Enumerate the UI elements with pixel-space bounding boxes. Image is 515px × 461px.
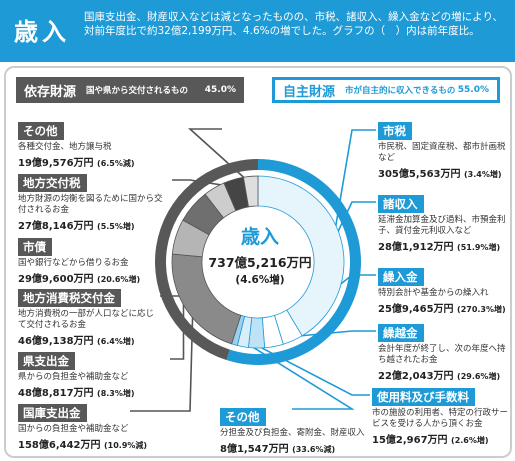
item-desc: 特別会計や基金からの繰入れ xyxy=(378,288,489,298)
item-desc: 延滞金加算金及び過料、市預金利子、貸付金元利収入など xyxy=(378,215,506,236)
item-amount: 19億9,576万円 xyxy=(18,158,94,169)
dependent-revenue-pct: 45.0% xyxy=(204,85,236,95)
item-amount-line: 8億1,547万円 (33.6%減) xyxy=(220,440,370,455)
item-amount-line: 28億1,912万円 (51.9%増) xyxy=(378,238,508,253)
item-amount-line: 29億9,600万円 (20.6%増) xyxy=(18,270,188,285)
group-ring xyxy=(154,159,362,365)
item-amount: 25億9,465万円 xyxy=(378,304,454,315)
page-title: 歳入 xyxy=(14,18,70,46)
callout-local-allocation-tax: 地方交付税 地方財源の均衡を図るために国から交付されるお金 27億8,146万円… xyxy=(18,172,168,232)
item-name: 市税 xyxy=(378,122,412,140)
intro-text: 国庫支出金、財産収入などは減となったものの、市税、諸収入、繰入金などの増により、… xyxy=(84,11,504,37)
callout-national-treasury-disbursements: 国庫支出金 国からの負担金や補助金など 158億6,442万円 (10.9%減) xyxy=(18,402,208,451)
item-amount: 305億5,563万円 xyxy=(378,169,461,180)
connector-city-tax xyxy=(332,129,376,242)
item-change: (20.6%増) xyxy=(97,275,141,284)
item-amount-line: 48億8,817万円 (8.3%増) xyxy=(18,384,188,399)
item-amount-line: 15億2,967万円 (2.6%増) xyxy=(372,431,510,446)
own-revenue-desc: 市が自主的に収入できるもの xyxy=(345,86,456,96)
item-name: その他 xyxy=(18,122,64,140)
item-desc: 各種交付金、地方譲与税 xyxy=(18,142,112,152)
callout-carried-forward: 繰越金 会計年度が終了し、次の年度へ持ち越されたお金 22億2,043万円 (2… xyxy=(378,322,508,382)
callout-transfers-in: 繰入金 特別会計や基金からの繰入れ 25億9,465万円 (270.3%増) xyxy=(378,266,508,315)
callout-miscellaneous-income: 諸収入 延滞金加算金及び過料、市預金利子、貸付金元利収入など 28億1,912万… xyxy=(378,193,508,253)
item-desc: 地方財源の均衡を図るために国から交付されるお金 xyxy=(18,194,163,215)
callout-other-own: その他 分担金及び負担金、寄附金、財産収入 8億1,547万円 (33.6%減) xyxy=(220,406,370,455)
item-desc: 国からの負担金や補助金など xyxy=(18,424,129,434)
item-amount-line: 25億9,465万円 (270.3%増) xyxy=(378,300,508,315)
callout-usage-fees: 使用料及び手数料 市の施設の利用者、特定の行政サービスを受ける人から頂くお金 1… xyxy=(372,386,510,446)
ring-dependent-revenue xyxy=(154,159,258,361)
item-name: 使用料及び手数料 xyxy=(372,388,475,406)
item-name: 繰越金 xyxy=(378,324,424,342)
own-revenue-banner: 自主財源 市が自主的に収入できるもの 55.0% xyxy=(272,77,500,103)
dependent-revenue-banner: 依存財源 国や県から交付されるもの 45.0% xyxy=(16,77,244,103)
item-amount: 22億2,043万円 xyxy=(378,371,454,382)
item-change: (6.5%減) xyxy=(97,159,135,168)
item-desc: 国や銀行などから借りるお金 xyxy=(18,258,129,268)
item-change: (51.9%増) xyxy=(457,243,501,252)
item-amount-line: 46億9,138万円 (6.4%増) xyxy=(18,332,158,347)
center-change: (4.6%増) xyxy=(235,274,285,286)
header-bar: 歳入 国庫支出金、財産収入などは減となったものの、市税、諸収入、繰入金などの増に… xyxy=(0,0,515,62)
item-amount: 27億8,146万円 xyxy=(18,221,94,232)
donut-center-label: 歳入 737億5,216万円 (4.6%増) xyxy=(195,226,325,287)
item-desc: 分担金及び負担金、寄附金、財産収入 xyxy=(220,428,365,438)
callout-municipal-bonds: 市債 国や銀行などから借りるお金 29億9,600万円 (20.6%増) xyxy=(18,236,188,285)
dependent-revenue-desc: 国や県から交付されるもの xyxy=(86,86,189,96)
item-name: 県支出金 xyxy=(18,352,75,370)
item-change: (5.5%増) xyxy=(97,222,135,231)
item-change: (8.3%増) xyxy=(97,389,135,398)
dependent-revenue-name: 依存財源 xyxy=(24,84,77,100)
own-revenue-pct: 55.0% xyxy=(457,85,489,95)
item-amount: 8億1,547万円 xyxy=(220,444,289,455)
chart-slices xyxy=(171,175,345,349)
item-amount-line: 22億2,043万円 (29.6%増) xyxy=(378,367,508,382)
item-amount: 158億6,442万円 xyxy=(18,440,101,451)
item-change: (10.9%減) xyxy=(104,441,148,450)
item-change: (2.6%増) xyxy=(451,436,489,445)
item-amount-line: 158億6,442万円 (10.9%減) xyxy=(18,436,208,451)
item-desc: 県からの負担金や補助金など xyxy=(18,372,129,382)
callout-local-consumption-tax-grant: 地方消費税交付金 地方消費税の一部が人口などに応じて交付されるお金 46億9,1… xyxy=(18,287,158,347)
item-desc: 市の施設の利用者、特定の行政サービスを受ける人から頂くお金 xyxy=(372,408,509,429)
item-amount: 48億8,817万円 xyxy=(18,388,94,399)
callout-city-tax: 市税 市民税、固定資産税、都市計画税など 305億5,563万円 (3.4%増) xyxy=(378,120,508,180)
item-desc: 会計年度が終了し、次の年度へ持ち越されたお金 xyxy=(378,344,506,365)
item-name: 市債 xyxy=(18,238,52,256)
callout-other-dependent: その他 各種交付金、地方譲与税 19億9,576万円 (6.5%減) xyxy=(18,120,218,169)
item-amount-line: 19億9,576万円 (6.5%減) xyxy=(18,154,218,169)
own-revenue-name: 自主財源 xyxy=(283,84,336,100)
center-total: 737億5,216万円 xyxy=(208,255,312,270)
center-title: 歳入 xyxy=(240,226,279,248)
item-amount: 15億2,967万円 xyxy=(372,435,448,446)
item-amount: 29億9,600万円 xyxy=(18,274,94,285)
item-name: 諸収入 xyxy=(378,195,424,213)
item-amount: 46億9,138万円 xyxy=(18,336,94,347)
item-desc: 市民税、固定資産税、都市計画税など xyxy=(378,142,506,163)
item-change: (29.6%増) xyxy=(457,372,501,381)
item-change: (33.6%減) xyxy=(292,445,336,454)
slice-city-tax xyxy=(257,175,345,337)
item-change: (6.4%増) xyxy=(97,337,135,346)
callout-prefectural-disbursements: 県支出金 県からの負担金や補助金など 48億8,817万円 (8.3%増) xyxy=(18,350,188,399)
item-name: 繰入金 xyxy=(378,268,424,286)
item-amount: 28億1,912万円 xyxy=(378,242,454,253)
item-change: (3.4%増) xyxy=(464,170,502,179)
item-desc: 地方消費税の一部が人口などに応じて交付されるお金 xyxy=(18,309,155,330)
slice-other-dependent xyxy=(242,175,259,208)
item-name: 地方消費税交付金 xyxy=(18,289,121,307)
item-name: 国庫支出金 xyxy=(18,404,87,422)
item-name: その他 xyxy=(220,408,266,426)
item-amount-line: 305億5,563万円 (3.4%増) xyxy=(378,165,508,180)
item-amount-line: 27億8,146万円 (5.5%増) xyxy=(18,217,168,232)
item-name: 地方交付税 xyxy=(18,174,87,192)
item-change: (270.3%増) xyxy=(457,305,506,314)
